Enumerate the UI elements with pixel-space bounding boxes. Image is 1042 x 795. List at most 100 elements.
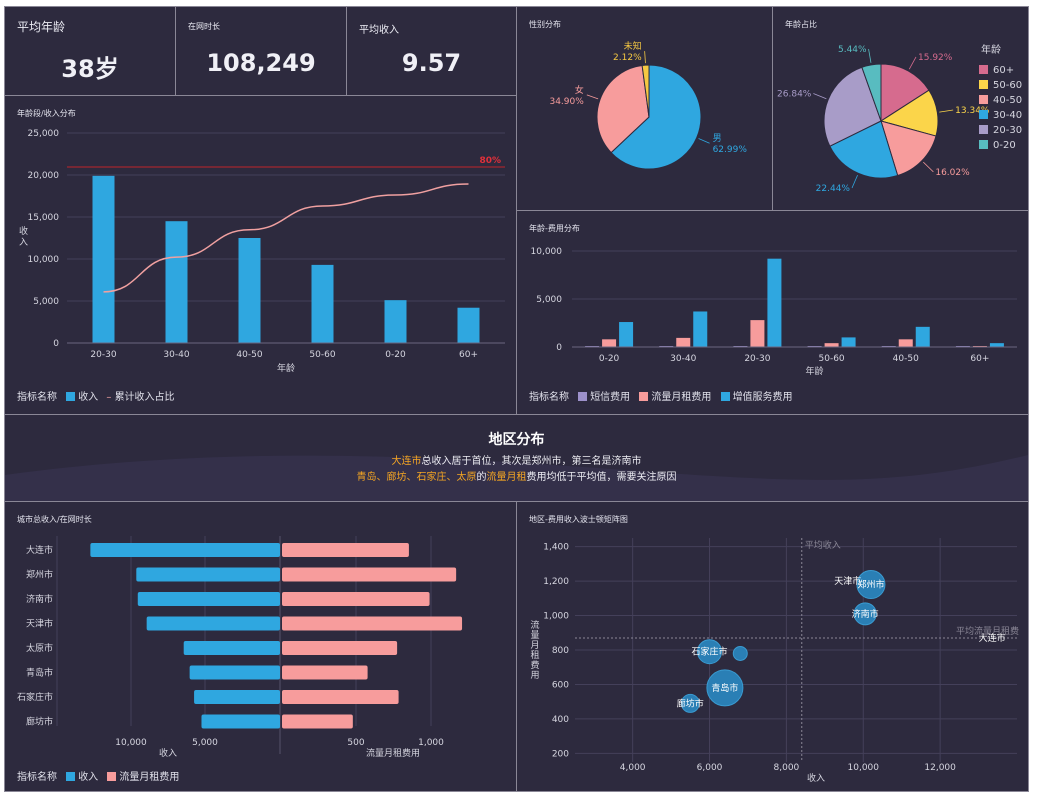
- age-share-pie-chart: 15.92% 13.34% 16.02% 22.44% 26.84% 5.44% 年龄 60+…: [777, 43, 1022, 194]
- chart-title: 城市总收入/在网时长: [17, 515, 92, 524]
- y-tick-label: 济南市: [26, 593, 53, 605]
- x-tick-label: 5,000: [192, 738, 218, 748]
- legend-item-income[interactable]: 收入: [78, 772, 99, 783]
- y-tick-label: 1,000: [543, 612, 569, 622]
- bar-data-fee-郑州市: [282, 567, 457, 582]
- y-tick-label: 10,000: [531, 247, 563, 257]
- bar-income-廊坊市: [201, 714, 280, 729]
- pie-slice-40-50: [880, 120, 937, 177]
- legend-item-sms[interactable]: 短信费用: [590, 392, 631, 403]
- y-tick-label: 1,200: [543, 577, 569, 587]
- bar-流量月租费用-0-20: [602, 339, 617, 347]
- y-tick-label: 400: [552, 715, 569, 725]
- y-axis-title: 流: [530, 619, 539, 631]
- x-axis-title-left: 收入: [159, 747, 177, 759]
- pie-label-pct: 15.92%: [918, 53, 953, 63]
- y-axis-title: 月: [530, 640, 539, 651]
- bar-income-大连市: [90, 543, 281, 557]
- bar-income-石家庄市: [194, 690, 280, 704]
- bubble-label: 济南市: [852, 608, 879, 620]
- chart-title: 年龄占比: [785, 20, 817, 29]
- bar-income-天津市: [146, 616, 280, 631]
- legend-item-cumulative[interactable]: 累计收入占比: [114, 392, 175, 403]
- pie-label-pct: 22.44%: [816, 184, 851, 194]
- x-tick-label: 0-20: [599, 354, 620, 364]
- pie-leader-line: [644, 51, 646, 64]
- kpi-title: 平均收入: [359, 25, 399, 36]
- y-tick-label: 10,000: [28, 255, 60, 265]
- legend-swatch-income: [66, 392, 76, 401]
- avg-income-label: 平均收入: [805, 539, 841, 551]
- gender-pie-panel: 性别分布 男 62.99% 女 34.90% 未知 2.12%: [516, 6, 773, 211]
- x-tick-label: 50-60: [309, 350, 335, 360]
- y-axis-title: 费: [530, 659, 539, 671]
- legend-item-data[interactable]: 流量月租费用: [119, 772, 180, 783]
- y-tick-label: 0: [556, 343, 562, 353]
- legend-line-icon: –: [106, 392, 112, 403]
- chart-title: 年龄-费用分布: [529, 224, 580, 233]
- legend-swatch-40-50: [979, 95, 988, 104]
- x-tick-label: 12,000: [924, 763, 956, 773]
- pie-leader-line: [698, 138, 710, 144]
- bubble-label: 石家庄市: [692, 646, 728, 658]
- bar-流量月租费用-40-50: [898, 339, 913, 347]
- dashboard: 平均年龄 38岁 在网时长 108,249 平均收入 9.57 年龄段/收入分布…: [4, 6, 1029, 792]
- y-tick-label: 15,000: [28, 213, 60, 223]
- legend-item-30-40: 30-40: [993, 110, 1022, 121]
- x-tick-label: 20-30: [744, 354, 770, 364]
- y-tick-label: 5,000: [33, 297, 59, 307]
- reference-line-label: 80%: [479, 156, 501, 166]
- region-insight-line-1: 大连市总收入居于首位，其次是郑州市，第三名是济南市: [5, 452, 1028, 467]
- y-axis-title: 租: [530, 650, 539, 661]
- insight-highlight: 青岛、廊坊、石家庄、太原: [356, 472, 477, 483]
- kpi-value: 9.57: [401, 49, 462, 77]
- y-axis-title: 收: [19, 225, 28, 237]
- bar-data-fee-石家庄市: [282, 690, 399, 704]
- legend-title: 年龄: [981, 43, 1001, 56]
- age-income-chart-panel: 年龄段/收入分布 25,000 20,000 15,000 10,000 5,000 0 收…: [4, 95, 517, 415]
- bubble-label: 郑州市: [857, 579, 884, 591]
- legend-item-data[interactable]: 流量月租费用: [651, 392, 712, 403]
- bubble-label: 青岛市: [711, 682, 738, 694]
- region-banner: 地区分布 大连市总收入居于首位，其次是郑州市，第三名是济南市 青岛、廊坊、石家庄…: [4, 414, 1029, 502]
- x-tick-label: 4,000: [620, 763, 646, 773]
- bar-增值服务费用-20-30: [767, 258, 782, 347]
- bar-income-青岛市: [189, 665, 280, 680]
- x-tick-label: 10,000: [115, 738, 147, 748]
- legend-item-income[interactable]: 收入: [78, 392, 99, 403]
- legend-item-40-50: 40-50: [993, 95, 1022, 106]
- y-tick-label: 石家庄市: [17, 691, 53, 703]
- legend-swatch-60+: [979, 65, 988, 74]
- bar-增值服务费用-30-40: [693, 311, 708, 347]
- legend-swatch-data: [107, 772, 117, 781]
- bar-income-济南市: [137, 592, 280, 606]
- kpi-value: 38岁: [61, 55, 119, 83]
- y-tick-label: 600: [552, 680, 569, 690]
- x-axis-title: 年龄: [805, 365, 823, 377]
- x-tick-label: 10,000: [848, 763, 880, 773]
- y-tick-label: 200: [552, 749, 569, 759]
- bubble-label: 天津市: [834, 575, 861, 587]
- y-tick-label: 1,400: [543, 543, 569, 553]
- legend-item-vas[interactable]: 增值服务费用: [732, 392, 793, 403]
- x-tick-label: 30-40: [670, 354, 696, 364]
- bar-income-60+: [457, 307, 480, 343]
- x-tick-label: 50-60: [819, 354, 845, 364]
- city-income-chart-panel: 城市总收入/在网时长 大连市 郑州市 济南市 天津市 太原市 青岛市 石家庄市 廊坊市 10,0…: [4, 501, 517, 792]
- pie-slice-男: [610, 64, 702, 170]
- region-insight-line-2: 青岛、廊坊、石家庄、太原的流量月租费用均低于平均值，需要关注原因: [5, 468, 1028, 483]
- y-tick-label: 太原市: [26, 642, 53, 654]
- x-axis-title: 年龄: [277, 362, 295, 374]
- kpi-title: 平均年龄: [17, 20, 66, 34]
- x-tick-label: 0-20: [385, 350, 406, 360]
- y-tick-label: 廊坊市: [26, 716, 53, 728]
- pie-leader-line: [923, 161, 934, 173]
- bubble-济南市: [853, 602, 877, 626]
- gender-pie-chart: 男62.99% 女34.90% 未知2.12%: [549, 40, 747, 170]
- kpi-card-tenure: 在网时长 108,249: [175, 6, 347, 96]
- x-tick-label: 8,000: [774, 763, 800, 773]
- kpi-card-income: 平均收入 9.57: [346, 6, 517, 96]
- age-fee-chart: 10,000 5,000 0 0-20 30-40 20-30 50-60 40-50 60+ 年…: [531, 247, 1017, 377]
- bar-增值服务费用-40-50: [915, 326, 930, 347]
